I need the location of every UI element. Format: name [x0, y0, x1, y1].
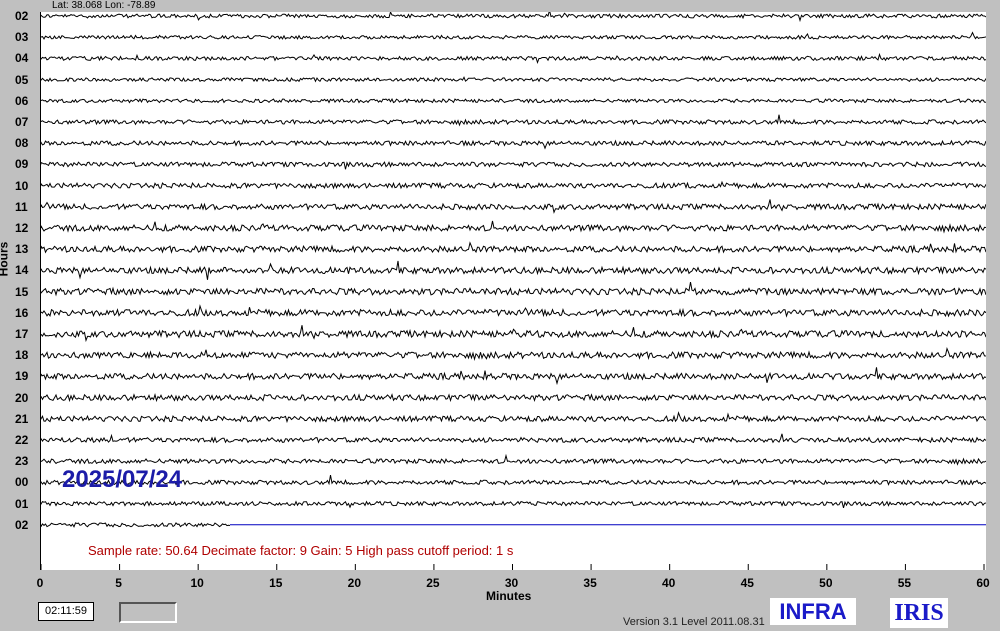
hour-label: 09	[15, 157, 29, 172]
hour-label: 01	[15, 496, 29, 511]
hour-label: 16	[15, 305, 29, 320]
minute-tick-label: 15	[269, 576, 283, 590]
trace-row-14	[41, 260, 986, 280]
trace-row-11	[41, 199, 986, 214]
date-stamp: 2025/07/24	[62, 466, 183, 493]
hour-label: 02	[15, 9, 29, 23]
hour-label: 20	[15, 390, 29, 405]
trace-row-21	[41, 411, 986, 424]
hour-label: 06	[15, 93, 29, 108]
minute-tick-label: 10	[190, 576, 204, 590]
hours-axis-title: Hours	[0, 241, 11, 277]
trace-row-08	[41, 139, 986, 150]
minute-tick-label: 45	[740, 576, 754, 590]
hour-label: 17	[15, 327, 29, 341]
hour-label: 03	[15, 30, 29, 45]
trace-row-15	[41, 282, 986, 297]
infra-logo: INFRA	[770, 598, 856, 625]
trace-row-03	[41, 31, 986, 41]
trace-row-18	[41, 346, 986, 362]
hour-label: 08	[15, 136, 29, 151]
hour-label: 11	[15, 199, 28, 214]
trace-row-04	[41, 52, 986, 65]
hour-label: 14	[15, 263, 29, 278]
trace-row-02	[41, 12, 986, 23]
hour-label: 18	[15, 348, 29, 363]
trace-row-13	[41, 241, 986, 254]
trace-row-07	[41, 114, 986, 127]
trace-row-09	[41, 161, 986, 170]
hour-label: 23	[15, 454, 29, 469]
trace-row-23	[41, 453, 986, 466]
trace-row-10	[41, 180, 986, 190]
trace-row-02	[41, 522, 231, 528]
minute-tick-label: 25	[426, 576, 440, 590]
trace-row-20	[41, 393, 986, 403]
minute-tick-label: 30	[504, 576, 519, 590]
trace-row-00	[41, 475, 986, 486]
acquisition-parameters: Sample rate: 50.64 Decimate factor: 9 Ga…	[88, 543, 514, 558]
minute-tick-label: 0	[36, 576, 44, 590]
hour-label: 05	[15, 72, 29, 87]
trace-row-12	[41, 220, 986, 234]
hour-label: 10	[15, 178, 29, 193]
seismogram-traces	[41, 12, 986, 570]
trace-row-19	[41, 367, 986, 386]
hour-label: 13	[15, 242, 29, 257]
hour-label: 19	[15, 369, 29, 384]
hour-label: 04	[15, 51, 29, 66]
minute-tick-label: 40	[661, 576, 676, 590]
minute-tick-label: 5	[115, 576, 122, 590]
hour-label: 00	[15, 475, 29, 490]
minute-tick-label: 50	[819, 576, 833, 590]
station-coordinates: Lat: 38.068 Lon: -78.89	[52, 0, 156, 11]
hour-label: 21	[15, 411, 29, 426]
hour-label: 07	[15, 115, 29, 129]
hour-label: 02	[15, 517, 29, 532]
trace-row-17	[41, 325, 986, 343]
status-indicator	[119, 602, 177, 623]
helicorder-plot	[40, 12, 986, 570]
minute-tick-label: 55	[897, 576, 912, 590]
trace-row-06	[41, 98, 986, 104]
iris-logo: IRIS	[890, 598, 948, 628]
trace-row-16	[41, 304, 986, 318]
hour-label: 12	[15, 221, 29, 235]
version-label: Version 3.1 Level 2011.08.31	[623, 616, 765, 628]
trace-row-22	[41, 433, 986, 444]
hour-label: 22	[15, 433, 29, 447]
trace-row-05	[41, 76, 986, 83]
trace-row-01	[41, 500, 986, 509]
hour-label: 15	[15, 284, 29, 299]
minute-tick-label: 60	[976, 576, 990, 590]
clock-display: 02:11:59	[38, 602, 94, 621]
minute-tick-label: 35	[583, 576, 597, 590]
minute-tick-label: 20	[347, 576, 361, 590]
minutes-axis-title: Minutes	[486, 589, 532, 603]
